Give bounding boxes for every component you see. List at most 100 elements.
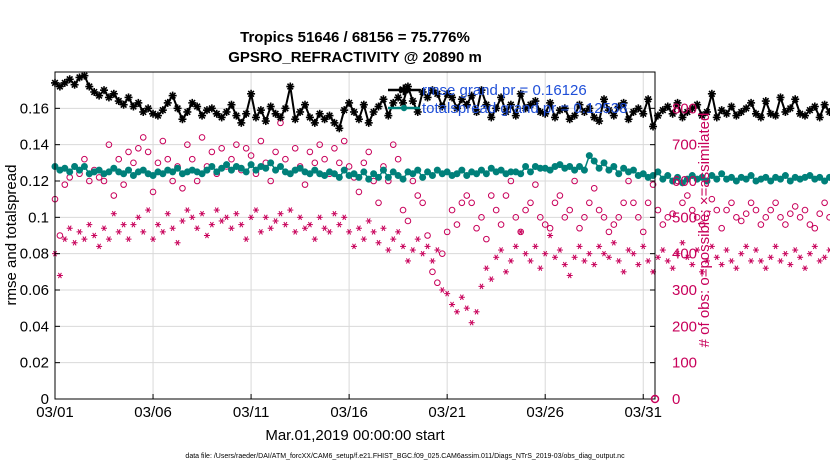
rmse-point bbox=[124, 93, 133, 102]
obs-possible-point bbox=[551, 199, 559, 207]
y-tick-label: 0.08 bbox=[20, 246, 49, 263]
rmse-point bbox=[237, 118, 246, 127]
obs-assimilated-point bbox=[826, 247, 830, 253]
spread-point bbox=[389, 168, 397, 176]
x-tick-label: 03/21 bbox=[428, 404, 466, 421]
obs-assimilated-point bbox=[453, 308, 460, 315]
spread-point bbox=[727, 173, 735, 181]
chart-title: Tropics 51646 / 68156 = 75.776% bbox=[240, 29, 470, 46]
rmse-point bbox=[761, 97, 770, 106]
obs-possible-point bbox=[527, 199, 534, 207]
rmse-point bbox=[756, 113, 765, 122]
obs-assimilated-point bbox=[537, 265, 544, 272]
obs-assimilated-point bbox=[208, 221, 215, 228]
rmse-point bbox=[60, 78, 69, 87]
obs-possible-point bbox=[791, 203, 799, 210]
obs-possible-point bbox=[135, 145, 142, 152]
spread-point bbox=[674, 173, 682, 181]
obs-possible-point bbox=[110, 192, 118, 199]
obs-assimilated-point bbox=[811, 243, 818, 250]
y2-tick-label: 300 bbox=[672, 282, 697, 299]
legend-spread-marker bbox=[400, 104, 408, 112]
spread-point bbox=[267, 159, 275, 167]
obs-assimilated-point bbox=[723, 247, 730, 253]
rmse-point bbox=[286, 82, 295, 91]
spread-point bbox=[664, 172, 672, 180]
obs-possible-point bbox=[659, 221, 667, 228]
obs-possible-point bbox=[394, 155, 402, 163]
obs-assimilated-point bbox=[150, 236, 157, 242]
obs-possible-point bbox=[438, 250, 446, 257]
rmse-point bbox=[776, 93, 785, 102]
y-axis-label: rmse and totalspread bbox=[3, 165, 20, 306]
rmse-point bbox=[751, 109, 760, 118]
obs-assimilated-point bbox=[664, 258, 671, 264]
rmse-point bbox=[516, 89, 525, 98]
rmse-point bbox=[80, 71, 89, 80]
obs-assimilated-point bbox=[630, 250, 637, 257]
rmse-point bbox=[732, 111, 741, 120]
rmse-point bbox=[364, 118, 373, 127]
rmse-point bbox=[531, 97, 540, 106]
obs-assimilated-point bbox=[424, 243, 431, 250]
x-tick-label: 03/01 bbox=[36, 404, 74, 421]
obs-possible-point bbox=[556, 192, 564, 199]
obs-possible-point bbox=[703, 210, 711, 217]
obs-assimilated-point bbox=[699, 268, 706, 275]
obs-assimilated-point bbox=[86, 221, 93, 228]
rmse-point bbox=[521, 104, 530, 113]
spread-point bbox=[365, 175, 373, 183]
obs-possible-point bbox=[566, 206, 574, 214]
rmse-point bbox=[678, 113, 687, 122]
rmse-point bbox=[90, 87, 99, 96]
y-tick-label: 0 bbox=[41, 391, 49, 408]
y-tick-label: 0.04 bbox=[20, 318, 49, 335]
obs-assimilated-point bbox=[797, 254, 804, 261]
rmse-point bbox=[452, 104, 461, 113]
rmse-point bbox=[673, 98, 682, 107]
rmse-point bbox=[482, 100, 491, 109]
rmse-point bbox=[305, 113, 314, 122]
spread-point bbox=[487, 164, 495, 172]
rmse-point bbox=[423, 93, 432, 102]
obs-assimilated-point bbox=[159, 229, 166, 235]
obs-possible-point bbox=[188, 155, 196, 163]
data-file-footer: data file: /Users/raeder/DAI/ATM_forcXX/… bbox=[185, 453, 625, 460]
spread-point bbox=[262, 164, 270, 172]
obs-assimilated-point bbox=[772, 243, 779, 250]
spread-point bbox=[458, 166, 466, 174]
obs-possible-point bbox=[811, 224, 819, 232]
rmse-point bbox=[95, 91, 104, 100]
rmse-point bbox=[634, 104, 643, 113]
obs-assimilated-point bbox=[733, 265, 740, 272]
rmse-point bbox=[139, 107, 148, 116]
obs-possible-point bbox=[154, 159, 162, 167]
rmse-point bbox=[109, 89, 118, 98]
y2-tick-label: 800 bbox=[672, 100, 697, 117]
obs-possible-point bbox=[576, 224, 583, 232]
spread-point bbox=[590, 157, 598, 165]
rmse-point bbox=[114, 97, 123, 106]
obs-possible-point bbox=[586, 199, 593, 207]
rmse-point bbox=[781, 107, 790, 116]
obs-possible-point bbox=[571, 177, 578, 185]
obs-possible-point bbox=[483, 235, 490, 243]
obs-possible-point bbox=[139, 134, 147, 141]
obs-assimilated-point bbox=[243, 236, 250, 242]
spread-point bbox=[708, 172, 716, 180]
obs-assimilated-point bbox=[512, 243, 519, 250]
obs-possible-point bbox=[409, 177, 417, 185]
obs-assimilated-point bbox=[56, 272, 63, 279]
obs-assimilated-point bbox=[782, 250, 789, 257]
obs-assimilated-point bbox=[194, 225, 201, 232]
rmse-point bbox=[497, 93, 506, 102]
obs-possible-point bbox=[605, 228, 613, 236]
obs-assimilated-point bbox=[689, 261, 696, 268]
x-tick-label: 03/31 bbox=[624, 404, 662, 421]
rmse-point bbox=[188, 98, 197, 107]
obs-assimilated-point bbox=[498, 247, 505, 253]
obs-possible-point bbox=[282, 155, 289, 163]
obs-possible-point bbox=[679, 199, 686, 207]
rmse-point bbox=[707, 89, 716, 98]
